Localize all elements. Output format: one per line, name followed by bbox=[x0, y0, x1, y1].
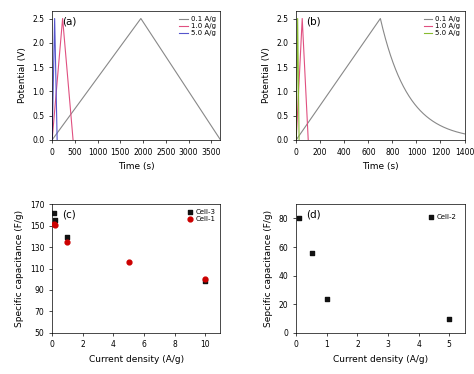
Text: (b): (b) bbox=[306, 16, 321, 26]
Line: 0.1 A/g: 0.1 A/g bbox=[52, 18, 220, 140]
Cell-1 bbox=[125, 259, 132, 265]
Y-axis label: Potential (V): Potential (V) bbox=[18, 47, 27, 104]
Text: (c): (c) bbox=[62, 209, 76, 219]
Line: 5.0 A/g: 5.0 A/g bbox=[52, 18, 57, 140]
5.0 A/g bbox=[295, 16, 301, 21]
0.1 A/g bbox=[321, 97, 327, 101]
Cell-3 bbox=[64, 234, 71, 240]
Y-axis label: Sepcific capacitance (F/g): Sepcific capacitance (F/g) bbox=[264, 210, 273, 327]
Legend: 0.1 A/g, 1.0 A/g, 5.0 A/g: 0.1 A/g, 1.0 A/g, 5.0 A/g bbox=[178, 15, 217, 37]
0.1 A/g bbox=[427, 117, 433, 121]
Cell-3 bbox=[51, 217, 59, 223]
5.0 A/g bbox=[55, 138, 60, 142]
Legend: 0.1 A/g, 1.0 A/g, 5.0 A/g: 0.1 A/g, 1.0 A/g, 5.0 A/g bbox=[422, 15, 461, 37]
Line: 1.0 A/g: 1.0 A/g bbox=[52, 18, 73, 140]
Cell-2 bbox=[308, 250, 315, 256]
X-axis label: Current density (A/g): Current density (A/g) bbox=[89, 355, 184, 364]
X-axis label: Time (s): Time (s) bbox=[118, 162, 155, 171]
Cell-1 bbox=[51, 221, 59, 227]
1.0 A/g bbox=[300, 16, 305, 21]
1.0 A/g bbox=[60, 16, 65, 21]
0.1 A/g bbox=[377, 16, 383, 21]
Cell-2 bbox=[295, 215, 303, 221]
0.1 A/g bbox=[49, 138, 55, 142]
Text: (d): (d) bbox=[306, 209, 321, 219]
0.1 A/g bbox=[462, 132, 467, 136]
Cell-3 bbox=[50, 210, 57, 216]
1.0 A/g bbox=[49, 138, 55, 142]
5.0 A/g bbox=[52, 16, 57, 21]
Cell-1 bbox=[201, 276, 209, 282]
0.1 A/g bbox=[336, 77, 341, 81]
Cell-2 bbox=[446, 316, 453, 322]
5.0 A/g bbox=[296, 138, 302, 142]
X-axis label: Time (s): Time (s) bbox=[362, 162, 399, 171]
Text: (a): (a) bbox=[62, 16, 77, 26]
Cell-1 bbox=[64, 239, 71, 245]
Line: 1.0 A/g: 1.0 A/g bbox=[296, 18, 308, 140]
Y-axis label: Specific capacitance (F/g): Specific capacitance (F/g) bbox=[16, 210, 25, 327]
Line: 5.0 A/g: 5.0 A/g bbox=[296, 18, 299, 140]
Line: 0.1 A/g: 0.1 A/g bbox=[296, 18, 465, 140]
Legend: Cell-3, Cell-1: Cell-3, Cell-1 bbox=[187, 208, 217, 224]
0.1 A/g bbox=[456, 131, 462, 135]
X-axis label: Current density (A/g): Current density (A/g) bbox=[333, 355, 428, 364]
Legend: Cell-2: Cell-2 bbox=[428, 213, 458, 222]
5.0 A/g bbox=[293, 138, 299, 142]
Cell-3 bbox=[201, 278, 209, 284]
0.1 A/g bbox=[407, 95, 412, 99]
0.1 A/g bbox=[138, 16, 144, 21]
1.0 A/g bbox=[305, 138, 311, 142]
0.1 A/g bbox=[293, 138, 299, 142]
Y-axis label: Potential (V): Potential (V) bbox=[262, 47, 271, 104]
5.0 A/g bbox=[49, 138, 55, 142]
Cell-1 bbox=[50, 221, 57, 227]
1.0 A/g bbox=[70, 138, 76, 142]
0.1 A/g bbox=[218, 138, 223, 142]
0.1 A/g bbox=[460, 131, 465, 136]
Cell-2 bbox=[323, 295, 330, 301]
1.0 A/g bbox=[293, 138, 299, 142]
